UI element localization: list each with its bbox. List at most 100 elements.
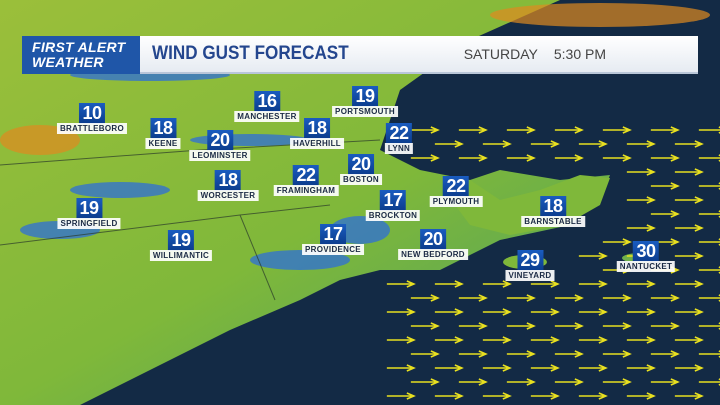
forecast-time: 5:30 PM <box>553 46 606 62</box>
gust-value: 20 <box>420 229 446 250</box>
gust-value: 29 <box>516 250 543 271</box>
wind-arrow <box>626 280 656 288</box>
wind-arrow <box>482 364 512 372</box>
gust-value: 18 <box>303 118 330 139</box>
wind-arrow <box>698 154 720 162</box>
wind-arrow <box>674 280 704 288</box>
wind-arrow <box>434 364 464 372</box>
city-name: PLYMOUTH <box>429 196 483 207</box>
wind-arrow <box>674 392 704 400</box>
wind-arrow <box>674 252 704 260</box>
city-name: BRATTLEBORO <box>56 123 128 134</box>
wind-arrow <box>530 336 560 344</box>
wind-arrow <box>674 364 704 372</box>
wind-arrow <box>386 336 416 344</box>
city-marker: 19 PORTSMOUTH <box>332 86 398 117</box>
city-name: WILLIMANTIC <box>149 250 213 261</box>
city-marker: 20 NEW BEDFORD <box>398 229 468 260</box>
city-marker: 20 BOSTON <box>340 154 382 185</box>
city-name: MANCHESTER <box>234 111 300 122</box>
wind-arrow <box>482 280 512 288</box>
city-name: BROCKTON <box>365 210 421 221</box>
wind-arrow <box>482 140 512 148</box>
city-name: PORTSMOUTH <box>332 106 398 117</box>
wind-arrow <box>530 308 560 316</box>
city-marker: 18 HAVERHILL <box>290 118 344 149</box>
wind-arrow <box>506 378 536 386</box>
wind-arrow <box>650 126 680 134</box>
wind-arrow <box>626 224 656 232</box>
wind-arrow <box>578 364 608 372</box>
wind-arrow <box>506 126 536 134</box>
wind-arrow <box>554 154 584 162</box>
city-marker: 29 VINEYARD <box>505 250 555 281</box>
gust-value: 20 <box>347 154 374 175</box>
gust-value: 17 <box>320 224 346 245</box>
city-name: LYNN <box>384 143 414 154</box>
gust-value: 19 <box>351 86 378 107</box>
city-name: KEENE <box>145 138 181 149</box>
page-title: WIND GUST FORECAST <box>152 43 349 64</box>
city-marker: 22 PLYMOUTH <box>429 176 483 207</box>
wind-arrow <box>698 266 720 274</box>
gust-value: 20 <box>206 130 233 151</box>
wind-arrow <box>386 364 416 372</box>
wind-arrow <box>530 392 560 400</box>
city-marker: 19 SPRINGFIELD <box>57 198 121 229</box>
wind-arrow <box>698 322 720 330</box>
gust-value: 19 <box>76 198 102 219</box>
wind-arrow <box>674 168 704 176</box>
city-marker: 22 FRAMINGHAM <box>273 165 339 196</box>
gust-value: 18 <box>539 196 566 217</box>
wind-arrow <box>482 392 512 400</box>
wind-arrow <box>674 308 704 316</box>
wind-arrow <box>482 336 512 344</box>
wind-arrow <box>410 294 440 302</box>
wind-arrow <box>650 350 680 358</box>
city-name: HAVERHILL <box>290 138 344 149</box>
wind-arrow <box>386 392 416 400</box>
city-marker: 10 BRATTLEBORO <box>56 103 128 134</box>
wind-arrow <box>458 350 488 358</box>
wind-arrow <box>674 224 704 232</box>
wind-arrow <box>506 154 536 162</box>
wind-arrow <box>410 378 440 386</box>
city-marker: 20 LEOMINSTER <box>189 130 251 161</box>
wind-arrow <box>698 378 720 386</box>
wind-arrow <box>410 322 440 330</box>
wind-arrow <box>650 294 680 302</box>
wind-arrow <box>458 154 488 162</box>
city-name: NEW BEDFORD <box>398 249 468 260</box>
wind-arrow <box>530 364 560 372</box>
city-name: LEOMINSTER <box>189 150 251 161</box>
wind-arrow <box>458 126 488 134</box>
wind-arrow <box>410 126 440 134</box>
first-alert-weather-logo: FIRST ALERT WEATHER <box>22 36 140 74</box>
city-marker: 30 NANTUCKET <box>616 241 676 272</box>
wind-arrow <box>434 336 464 344</box>
wind-arrow <box>506 294 536 302</box>
wind-arrow <box>626 168 656 176</box>
wind-arrow <box>434 280 464 288</box>
wind-arrow <box>650 182 680 190</box>
wind-arrow <box>578 140 608 148</box>
gust-value: 18 <box>214 170 241 191</box>
gust-value: 19 <box>168 230 194 251</box>
gust-value: 30 <box>632 241 659 262</box>
wind-arrow <box>434 308 464 316</box>
wind-arrow <box>506 350 536 358</box>
city-marker: 17 BROCKTON <box>365 190 421 221</box>
city-marker: 18 KEENE <box>145 118 181 149</box>
wind-arrow <box>602 126 632 134</box>
wind-arrow <box>458 294 488 302</box>
wind-arrow <box>698 294 720 302</box>
wind-arrow <box>602 154 632 162</box>
city-name: WORCESTER <box>197 190 259 201</box>
wind-arrow <box>650 154 680 162</box>
wind-arrow <box>458 378 488 386</box>
wind-arrow <box>698 350 720 358</box>
gust-value: 22 <box>443 176 469 197</box>
wind-arrow <box>626 140 656 148</box>
wind-arrow <box>554 294 584 302</box>
city-name: NANTUCKET <box>616 261 676 272</box>
